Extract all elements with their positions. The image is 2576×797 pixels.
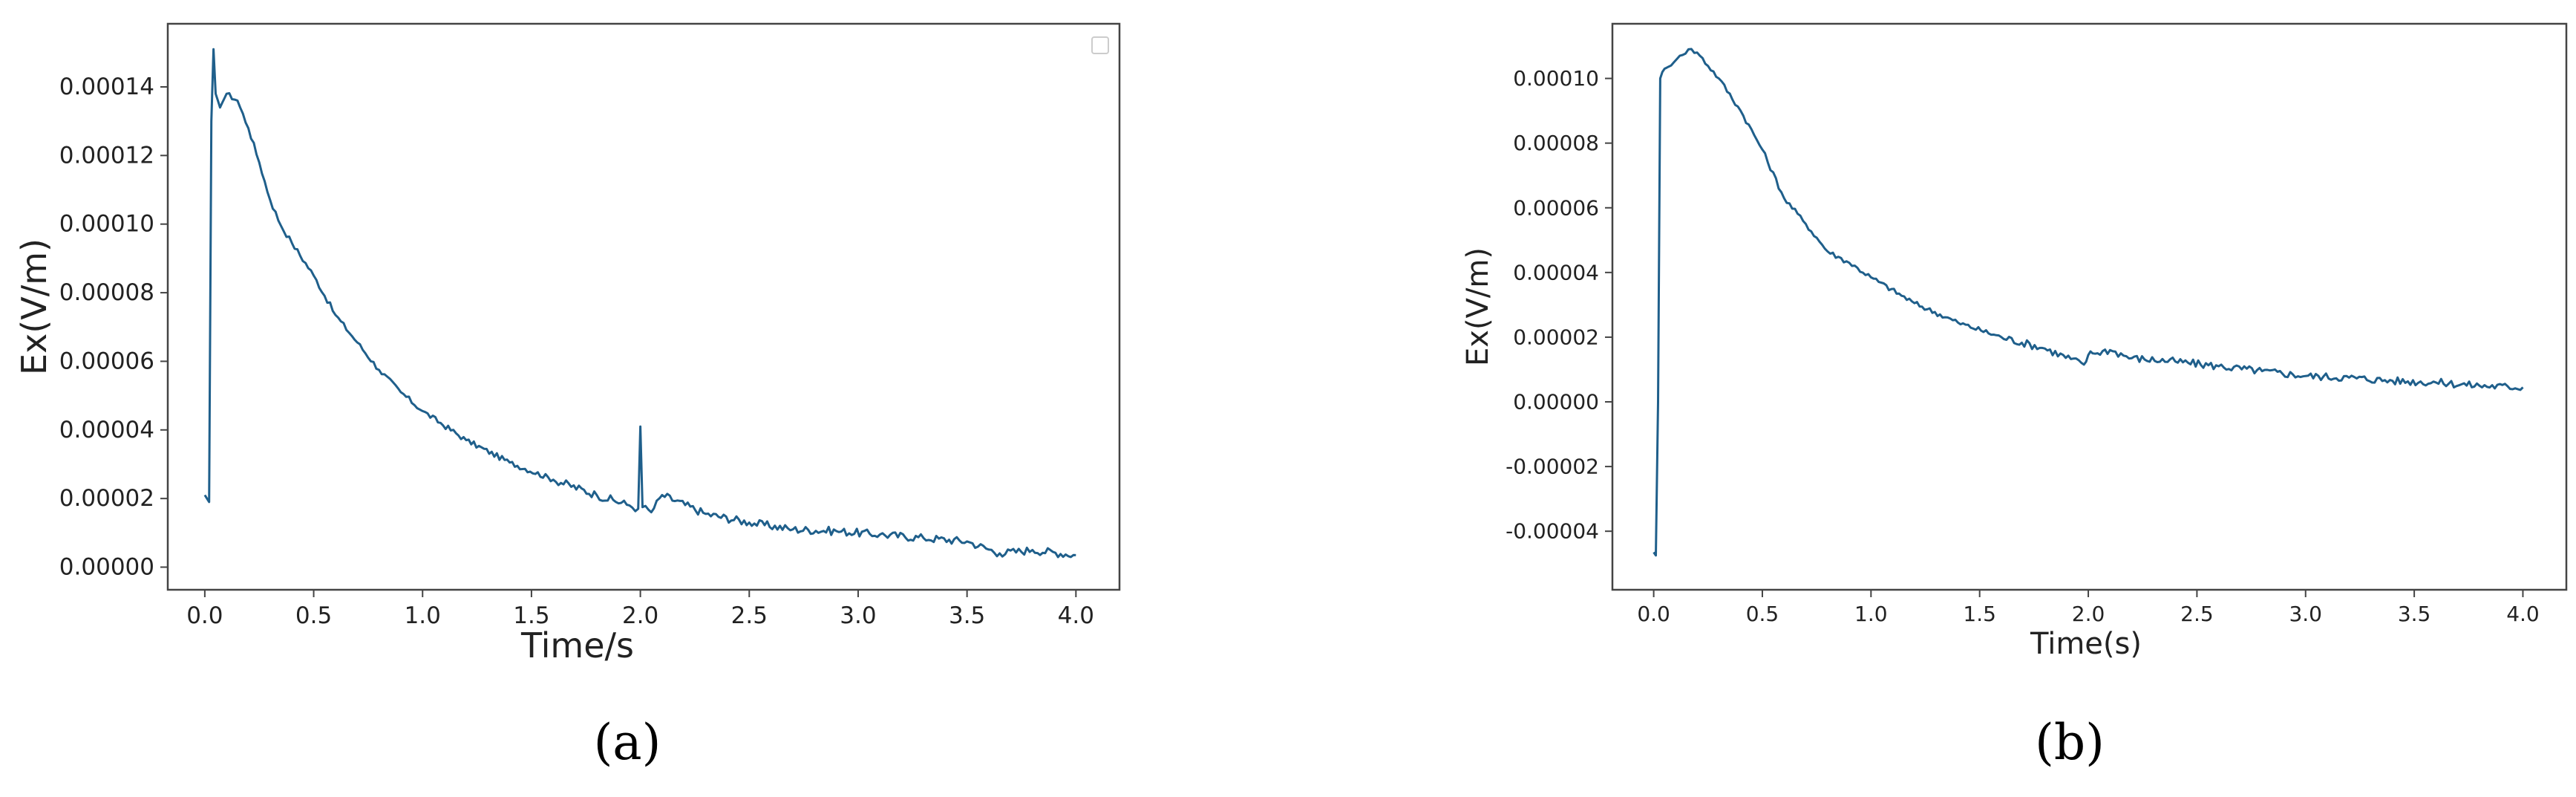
y-axis-label-b: Ex(V/m) — [1461, 247, 1495, 366]
x-tick-label: 1.0 — [405, 602, 441, 629]
x-tick-label: 1.0 — [1854, 602, 1888, 626]
y-tick-label: -0.00002 — [1506, 455, 1599, 479]
chart-panel-b: -0.00004 -0.00002 0.00000 0.00002 0.00004 0.0… — [1461, 22, 2568, 771]
x-tick-label: 0.0 — [186, 602, 223, 629]
x-tick-label: 0.5 — [1746, 602, 1779, 626]
x-tick-label: 3.5 — [2398, 602, 2431, 626]
y-tick-label: 0.00010 — [1513, 66, 1599, 91]
plot-frame-b — [1611, 22, 2568, 591]
x-tick-label: 4.0 — [1058, 602, 1094, 629]
series-line-b — [1653, 48, 2524, 557]
x-tick-label: 3.0 — [2289, 602, 2322, 626]
x-tick-label: 3.0 — [840, 602, 876, 629]
y-tick-label: 0.00012 — [59, 142, 154, 169]
x-tick-label: 0.5 — [295, 602, 332, 629]
x-tick-label: 4.0 — [2506, 602, 2540, 626]
panel-label-b: (b) — [2035, 714, 2105, 771]
y-ticks-b: -0.00004 -0.00002 0.00000 0.00002 0.00004 0.0… — [1506, 66, 1612, 544]
plot-frame-a — [166, 22, 1121, 591]
y-axis-label-a: Ex(V/m) — [14, 238, 54, 375]
x-tick-label: 2.0 — [622, 602, 658, 629]
chart-panel-a: 0.00000 0.00002 0.00004 0.00006 0.00008 0.000… — [14, 22, 1121, 771]
x-ticks-a: 0.0 0.5 1.0 1.5 2.0 2.5 3.0 3.5 4.0 — [186, 590, 1094, 629]
y-tick-label: 0.00008 — [1513, 131, 1599, 155]
x-tick-label: 3.5 — [949, 602, 985, 629]
legend-box-a — [1091, 36, 1109, 54]
y-tick-label: 0.00006 — [1513, 195, 1599, 220]
y-tick-label: 0.00002 — [59, 485, 154, 512]
x-axis-label-b: Time(s) — [2030, 627, 2142, 661]
y-tick-label: 0.00008 — [59, 279, 154, 306]
y-tick-label: 0.00010 — [59, 211, 154, 238]
y-ticks-a: 0.00000 0.00002 0.00004 0.00006 0.00008 0.000… — [59, 74, 168, 581]
y-tick-label: 0.00000 — [1513, 390, 1599, 414]
x-tick-label: 1.5 — [1963, 602, 1996, 626]
y-tick-label: 0.00004 — [1513, 260, 1599, 284]
y-tick-label: 0.00004 — [59, 417, 154, 443]
x-tick-label: 2.5 — [2180, 602, 2214, 626]
y-tick-label: 0.00000 — [59, 554, 154, 581]
panel-label-a: (a) — [594, 714, 661, 771]
x-tick-label: 2.0 — [2072, 602, 2105, 626]
x-ticks-b: 0.0 0.5 1.0 1.5 2.0 2.5 3.0 3.5 4.0 — [1637, 590, 2540, 626]
y-tick-label: 0.00014 — [59, 74, 154, 100]
x-tick-label: 2.5 — [731, 602, 768, 629]
x-axis-label-a: Time/s — [520, 625, 634, 666]
series-line-a — [203, 48, 1076, 559]
y-tick-label: 0.00002 — [1513, 325, 1599, 349]
y-tick-label: 0.00006 — [59, 348, 154, 374]
x-tick-label: 0.0 — [1637, 602, 1670, 626]
y-tick-label: -0.00004 — [1506, 519, 1599, 544]
x-tick-label: 1.5 — [513, 602, 549, 629]
